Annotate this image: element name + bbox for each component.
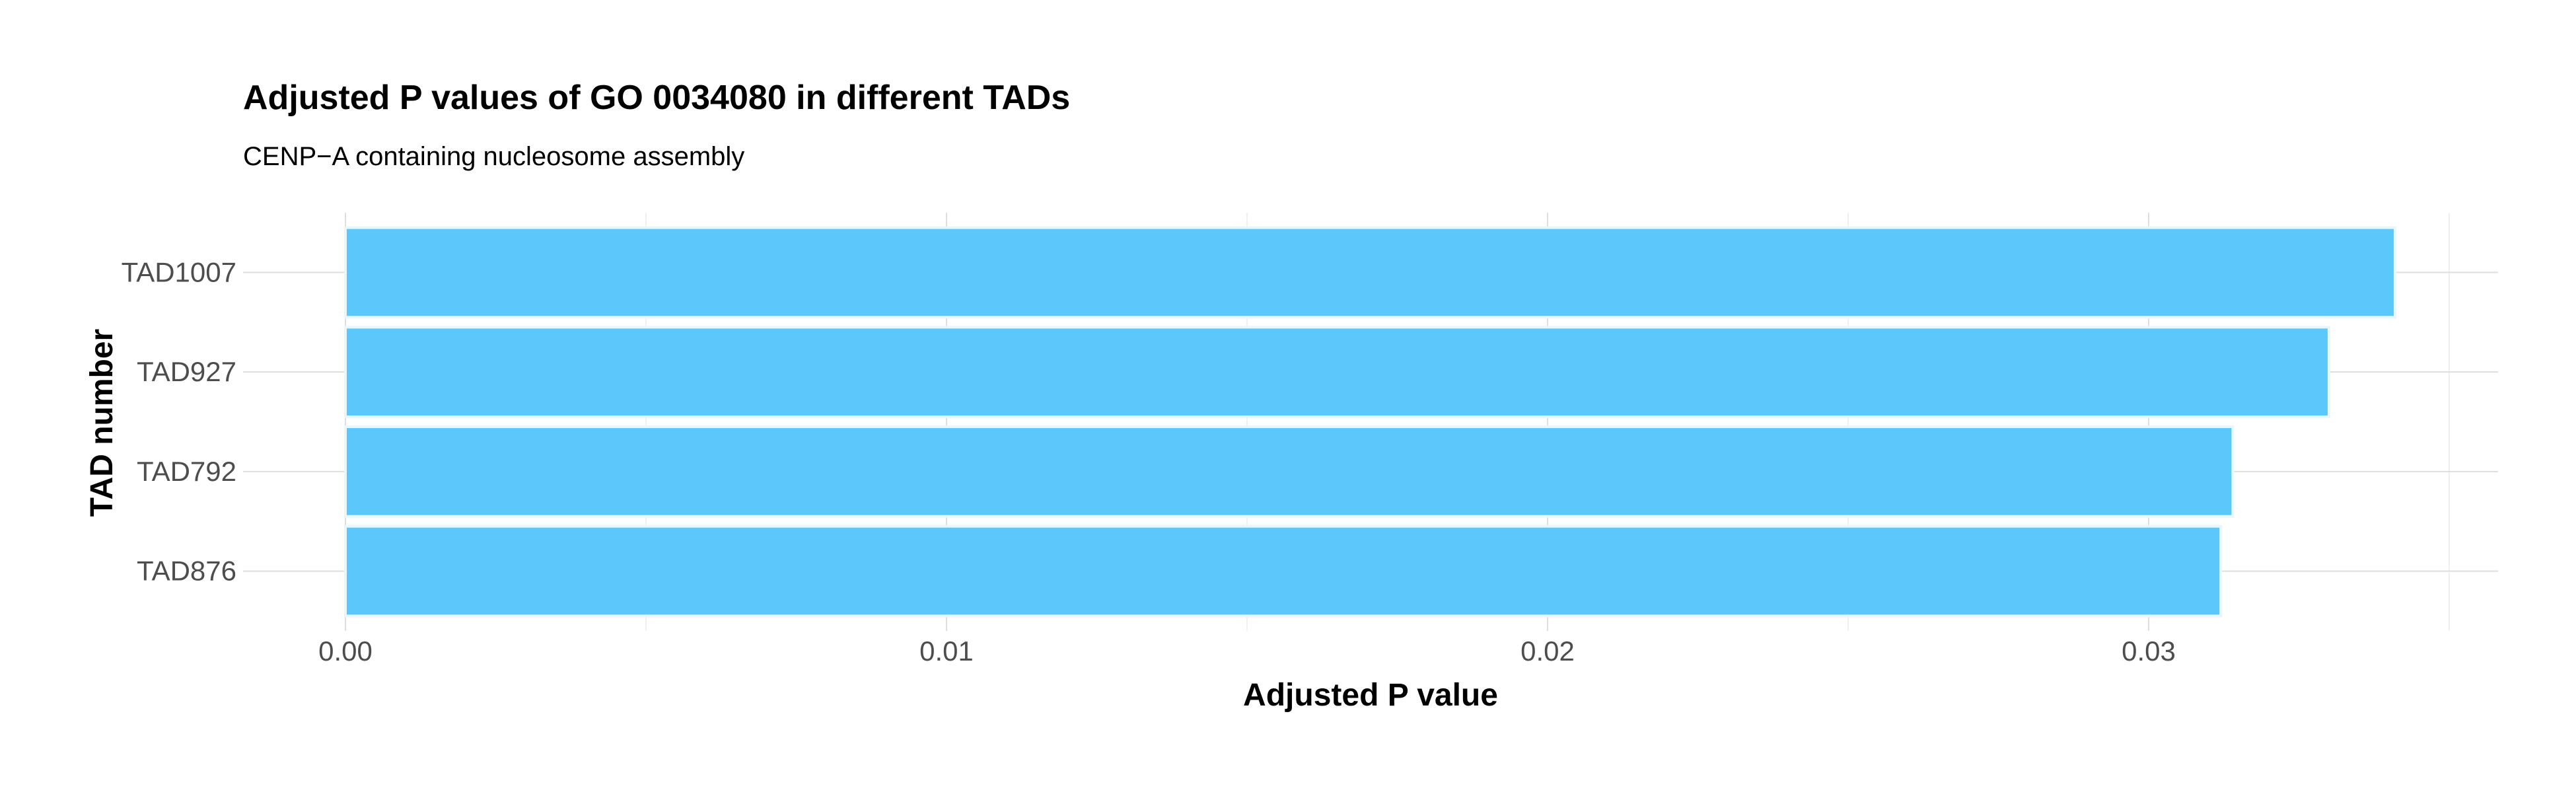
bar-tad1007 <box>344 226 2397 319</box>
x-axis-title: Adjusted P value <box>1243 678 1498 713</box>
x-tick-labels: 0.00 0.01 0.02 0.03 <box>318 635 2176 667</box>
chart-title: Adjusted P values of GO 0034080 in diffe… <box>243 79 1070 117</box>
bars <box>344 226 2397 618</box>
x-tick-label: 0.01 <box>919 635 974 667</box>
x-tick-label: 0.03 <box>2122 635 2176 667</box>
bar-tad927 <box>344 326 2330 418</box>
chart-subtitle: CENP−A containing nucleosome assembly <box>243 142 744 171</box>
bar-tad792 <box>344 425 2235 518</box>
x-tick-label: 0.02 <box>1521 635 1575 667</box>
y-tick-label: TAD876 <box>137 556 236 587</box>
y-tick-label: TAD927 <box>137 356 236 387</box>
bar-tad876 <box>344 525 2223 618</box>
y-tick-labels: TAD1007 TAD927 TAD792 TAD876 <box>122 256 236 586</box>
y-tick-label: TAD1007 <box>122 256 236 287</box>
y-tick-label: TAD792 <box>137 456 236 487</box>
y-axis-title: TAD number <box>85 329 120 517</box>
x-tick-label: 0.00 <box>318 635 373 667</box>
